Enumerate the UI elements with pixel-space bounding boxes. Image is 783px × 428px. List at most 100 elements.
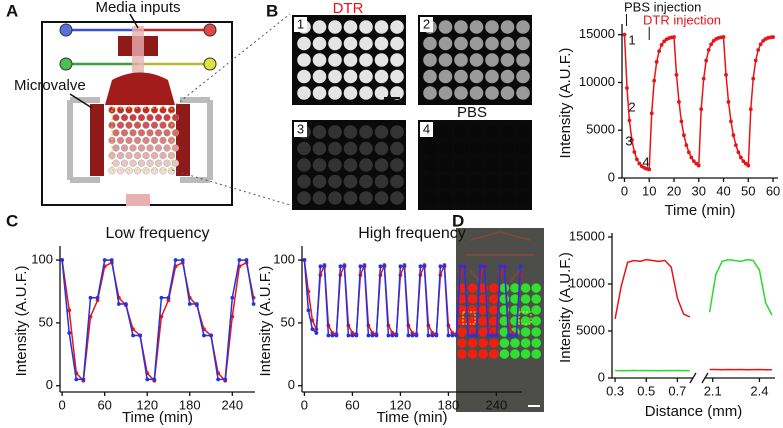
x-axis-label: Time (min)	[664, 202, 735, 219]
zoom-line	[171, 13, 291, 109]
well	[467, 349, 478, 359]
well	[510, 349, 520, 359]
well	[467, 294, 478, 304]
chamber	[167, 167, 176, 175]
well	[343, 141, 358, 156]
well	[374, 125, 389, 139]
well	[374, 158, 389, 172]
data-point	[378, 264, 383, 269]
well	[390, 20, 404, 34]
data-point	[706, 48, 711, 52]
well	[531, 338, 541, 348]
panel-label: B	[266, 1, 278, 20]
data-point	[506, 333, 511, 338]
inlet-tree	[105, 72, 175, 105]
well	[457, 316, 467, 326]
chamber	[171, 144, 180, 152]
data-point	[152, 377, 157, 382]
point-label: 4	[642, 154, 649, 169]
well	[423, 141, 437, 156]
data-point	[426, 333, 431, 338]
well	[454, 20, 468, 34]
chamber	[154, 113, 163, 122]
well	[438, 20, 453, 34]
data-point	[390, 333, 395, 338]
data-point	[330, 333, 335, 338]
image-title: DTR	[333, 0, 364, 17]
well	[312, 36, 327, 51]
chamber	[125, 167, 133, 175]
chamber	[129, 129, 137, 137]
data-point	[138, 333, 143, 338]
data-point	[625, 86, 629, 90]
chart-title: Low frequency	[105, 225, 209, 242]
data-point	[736, 150, 741, 155]
data-point	[494, 333, 499, 338]
well	[359, 53, 373, 67]
well	[516, 141, 530, 156]
well	[500, 86, 515, 100]
x-tick-label: 0.7	[668, 383, 686, 398]
data-point	[686, 150, 691, 155]
x-tick-label: 240	[486, 397, 508, 412]
data-point	[434, 333, 439, 338]
chamber	[159, 136, 167, 145]
chamber	[116, 106, 125, 114]
device-image	[456, 228, 544, 412]
data-point	[202, 333, 206, 338]
well	[297, 191, 311, 205]
x-tick-label: 2.4	[750, 383, 768, 398]
well	[328, 191, 342, 205]
data-point	[88, 295, 93, 300]
chamber	[108, 121, 116, 129]
data-point	[746, 163, 751, 168]
data-point	[173, 258, 178, 262]
axis-break	[701, 372, 709, 384]
well	[343, 20, 358, 34]
well	[531, 349, 541, 359]
data-point	[382, 264, 387, 269]
chamber	[120, 113, 129, 122]
data-point	[430, 333, 435, 338]
well	[438, 174, 453, 189]
data-point	[366, 333, 371, 338]
well	[359, 174, 373, 189]
data-point	[498, 264, 503, 269]
data-point	[462, 264, 467, 269]
data-point	[418, 264, 423, 269]
data-point	[634, 157, 639, 162]
chamber	[116, 167, 125, 175]
well	[343, 53, 358, 67]
well	[485, 69, 499, 84]
data-point	[662, 39, 666, 44]
well	[469, 191, 484, 205]
valve-line	[132, 26, 144, 86]
well	[478, 338, 489, 348]
data-point	[187, 302, 192, 306]
data-point	[731, 133, 736, 138]
data-point	[109, 258, 114, 262]
chamber-grid	[108, 106, 180, 175]
well	[390, 191, 404, 205]
chamber	[163, 159, 171, 167]
well	[328, 174, 342, 189]
x-tick-label: 2.1	[704, 383, 722, 398]
data-point	[682, 133, 686, 138]
y-tick-label: 5000	[586, 122, 615, 137]
well	[454, 125, 468, 139]
well	[423, 36, 437, 51]
well	[359, 158, 373, 172]
data-point	[334, 333, 339, 338]
data-point	[622, 32, 627, 37]
x-tick-label: 20	[667, 183, 681, 198]
axis-break	[689, 372, 697, 384]
data-point	[406, 333, 411, 338]
well	[520, 305, 531, 315]
data-point	[647, 167, 652, 172]
chamber	[133, 167, 142, 175]
data-point	[771, 35, 775, 39]
well	[520, 349, 531, 359]
data-point	[701, 76, 706, 81]
x-tick-label: 180	[438, 397, 460, 412]
well	[516, 20, 530, 34]
